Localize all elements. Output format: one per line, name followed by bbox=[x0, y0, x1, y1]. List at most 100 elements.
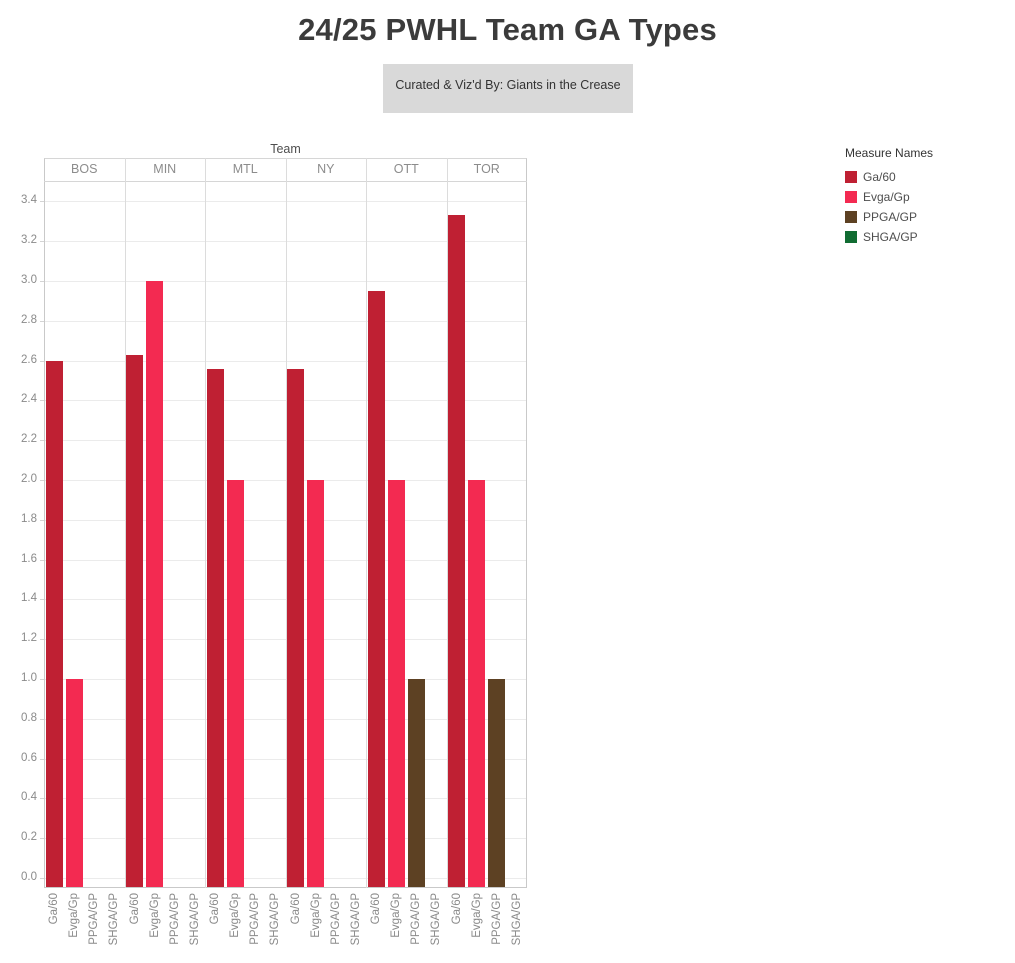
xaxis-label-ny-ppga-gp[interactable]: PPGA/GP bbox=[329, 893, 342, 945]
legend-item-ga-60[interactable]: Ga/60 bbox=[845, 167, 933, 187]
facet-axis-title: Team bbox=[270, 142, 301, 156]
credit-text: Curated & Viz'd By: Giants in the Crease bbox=[395, 78, 621, 92]
xaxis-label-mtl-ga-60[interactable]: Ga/60 bbox=[209, 893, 222, 925]
ytick-label-0.4: 0.4 bbox=[21, 791, 37, 804]
panel-separator bbox=[366, 158, 367, 888]
bar-bos-evga-gp[interactable] bbox=[65, 679, 83, 887]
ytick-label-2.2: 2.2 bbox=[21, 433, 37, 446]
ytick-label-0.0: 0.0 bbox=[21, 871, 37, 883]
ytick-mark-2.0 bbox=[40, 480, 44, 481]
ytick-mark-1.6 bbox=[40, 559, 44, 561]
bar-ott-ppga-gp[interactable] bbox=[407, 679, 425, 887]
column-header-ott[interactable]: OTT bbox=[393, 162, 419, 176]
ytick-label-3.0: 3.0 bbox=[21, 274, 37, 286]
ytick-mark-1.8 bbox=[40, 519, 44, 521]
legend-item-evga-gp[interactable]: Evga/Gp bbox=[845, 187, 933, 207]
ytick-mark-0.2 bbox=[40, 838, 44, 840]
legend-item-label: Ga/60 bbox=[863, 170, 896, 184]
ytick-label-0.2: 0.2 bbox=[21, 831, 37, 844]
xaxis-label-ott-shga-gp[interactable]: SHGA/GP bbox=[430, 893, 443, 946]
ytick-label-1.2: 1.2 bbox=[21, 632, 37, 645]
bar-tor-evga-gp[interactable] bbox=[468, 480, 486, 887]
panel-separator bbox=[205, 158, 206, 888]
panel-separator bbox=[446, 158, 448, 888]
ytick-label-3.4: 3.4 bbox=[21, 194, 37, 207]
ytick-label-0.8: 0.8 bbox=[21, 711, 37, 724]
ytick-label-3.2: 3.2 bbox=[21, 234, 37, 247]
bar-min-ga-60[interactable] bbox=[126, 354, 144, 887]
column-header-min[interactable]: MIN bbox=[153, 162, 177, 176]
ytick-mark-2.4 bbox=[40, 400, 44, 402]
xaxis-label-bos-evga-gp[interactable]: Evga/Gp bbox=[68, 893, 81, 938]
bar-mtl-evga-gp[interactable] bbox=[226, 480, 244, 887]
xaxis-label-ny-shga-gp[interactable]: SHGA/GP bbox=[349, 893, 362, 946]
xaxis-label-tor-ga-60[interactable]: Ga/60 bbox=[450, 893, 463, 925]
xaxis-label-min-ga-60[interactable]: Ga/60 bbox=[128, 893, 141, 925]
bar-mtl-ga-60[interactable] bbox=[206, 368, 224, 887]
bar-tor-ga-60[interactable] bbox=[448, 215, 466, 887]
ytick-label-2.4: 2.4 bbox=[21, 393, 37, 406]
xaxis-label-mtl-evga-gp[interactable]: Evga/Gp bbox=[229, 893, 242, 938]
ytick-mark-2.6 bbox=[40, 360, 44, 362]
ytick-mark-0.4 bbox=[40, 798, 44, 800]
column-header-mtl[interactable]: MTL bbox=[232, 162, 258, 176]
xaxis-label-min-evga-gp[interactable]: Evga/Gp bbox=[148, 893, 161, 938]
ytick-mark-3.0 bbox=[40, 281, 44, 282]
ytick-label-2.6: 2.6 bbox=[21, 353, 37, 366]
legend-item-label: SHGA/GP bbox=[863, 230, 918, 244]
ytick-mark-2.8 bbox=[40, 320, 44, 322]
legend-item-shga-gp[interactable]: SHGA/GP bbox=[845, 227, 933, 247]
xaxis-label-min-ppga-gp[interactable]: PPGA/GP bbox=[168, 893, 181, 945]
bar-ny-evga-gp[interactable] bbox=[307, 480, 325, 887]
ytick-label-2.8: 2.8 bbox=[21, 313, 37, 326]
ytick-label-1.4: 1.4 bbox=[21, 592, 37, 605]
xaxis-label-ott-evga-gp[interactable]: Evga/Gp bbox=[390, 893, 403, 938]
bar-bos-ga-60[interactable] bbox=[45, 360, 63, 887]
xaxis-label-mtl-ppga-gp[interactable]: PPGA/GP bbox=[249, 893, 262, 945]
bar-ny-ga-60[interactable] bbox=[287, 368, 305, 887]
ytick-mark-0.6 bbox=[40, 758, 44, 760]
credit-banner: Curated & Viz'd By: Giants in the Crease bbox=[383, 64, 633, 113]
legend-swatch-icon bbox=[845, 171, 857, 183]
legend-item-label: Evga/Gp bbox=[863, 190, 910, 204]
ytick-mark-1.2 bbox=[40, 639, 44, 641]
legend-item-ppga-gp[interactable]: PPGA/GP bbox=[845, 207, 933, 227]
ytick-mark-0.8 bbox=[40, 718, 44, 720]
legend-swatch-icon bbox=[845, 211, 857, 223]
xaxis-label-min-shga-gp[interactable]: SHGA/GP bbox=[188, 893, 201, 946]
panel-separator bbox=[285, 158, 287, 888]
column-header-ny[interactable]: NY bbox=[317, 162, 335, 176]
ytick-label-1.0: 1.0 bbox=[21, 672, 37, 684]
xaxis-label-ny-ga-60[interactable]: Ga/60 bbox=[289, 893, 302, 925]
xaxis-label-ny-evga-gp[interactable]: Evga/Gp bbox=[309, 893, 322, 938]
column-header-tor[interactable]: TOR bbox=[473, 162, 500, 176]
xaxis-label-mtl-shga-gp[interactable]: SHGA/GP bbox=[269, 893, 282, 946]
ytick-mark-2.2 bbox=[40, 440, 44, 442]
xaxis-label-ott-ga-60[interactable]: Ga/60 bbox=[370, 893, 383, 925]
bar-tor-ppga-gp[interactable] bbox=[488, 679, 506, 887]
ytick-mark-1.0 bbox=[40, 679, 44, 680]
xaxis-label-tor-ppga-gp[interactable]: PPGA/GP bbox=[490, 893, 503, 945]
ytick-label-1.6: 1.6 bbox=[21, 552, 37, 565]
ytick-mark-3.2 bbox=[40, 241, 44, 243]
bar-ott-evga-gp[interactable] bbox=[387, 480, 405, 887]
bar-min-evga-gp[interactable] bbox=[146, 281, 164, 887]
xaxis-label-tor-evga-gp[interactable]: Evga/Gp bbox=[470, 893, 483, 938]
legend: Measure Names Ga/60 Evga/Gp PPGA/GP SHGA/GP bbox=[845, 146, 933, 247]
bar-ott-ga-60[interactable] bbox=[367, 290, 385, 887]
legend-title: Measure Names bbox=[845, 146, 934, 160]
ytick-mark-1.4 bbox=[40, 599, 44, 601]
panel-separator bbox=[124, 158, 126, 888]
xaxis-label-bos-ga-60[interactable]: Ga/60 bbox=[48, 893, 61, 925]
xaxis-label-bos-shga-gp[interactable]: SHGA/GP bbox=[108, 893, 121, 946]
xaxis-label-ott-ppga-gp[interactable]: PPGA/GP bbox=[410, 893, 423, 945]
ytick-label-1.8: 1.8 bbox=[21, 512, 37, 525]
ytick-mark-3.4 bbox=[40, 201, 44, 203]
ytick-label-2.0: 2.0 bbox=[21, 473, 37, 485]
legend-item-label: PPGA/GP bbox=[863, 210, 918, 224]
xaxis-label-tor-shga-gp[interactable]: SHGA/GP bbox=[510, 893, 523, 946]
xaxis-label-bos-ppga-gp[interactable]: PPGA/GP bbox=[88, 893, 101, 945]
legend-swatch-icon bbox=[845, 191, 857, 203]
column-header-bos[interactable]: BOS bbox=[71, 162, 98, 176]
